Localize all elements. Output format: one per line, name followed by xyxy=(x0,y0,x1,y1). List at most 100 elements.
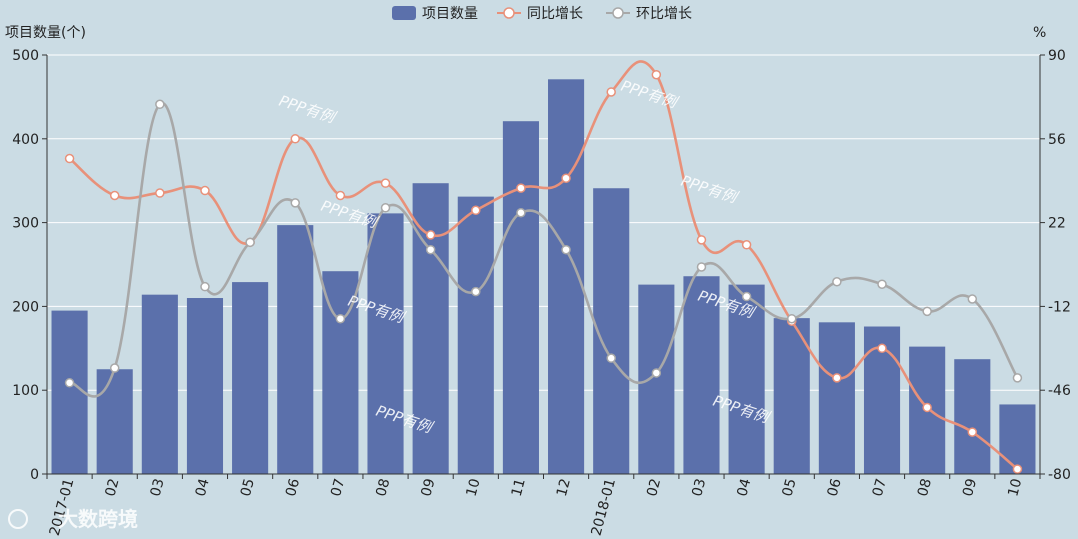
x-tick-label: 03 xyxy=(689,477,709,498)
line-point xyxy=(425,230,436,240)
line-point xyxy=(290,134,300,144)
right-tick-label: -80 xyxy=(1048,467,1071,483)
x-tick-label: 11 xyxy=(509,477,529,498)
line-point xyxy=(922,306,932,317)
left-tick-label: 400 xyxy=(12,132,39,148)
bar xyxy=(51,310,88,474)
line-point xyxy=(335,313,346,324)
x-tick-label: 06 xyxy=(825,477,845,498)
x-tick-label: 06 xyxy=(283,477,303,498)
bar xyxy=(277,225,314,474)
line-point xyxy=(471,205,481,216)
bar xyxy=(502,121,539,475)
legend-label: 项目数量 xyxy=(422,6,478,22)
left-tick-label: 100 xyxy=(12,383,39,399)
x-tick-label: 05 xyxy=(780,477,800,498)
right-tick-label: 22 xyxy=(1048,216,1066,232)
bar xyxy=(683,276,720,474)
line-point xyxy=(606,87,616,97)
x-tick-label: 07 xyxy=(870,477,890,498)
left-tick-label: 0 xyxy=(30,467,39,483)
bar xyxy=(232,282,269,474)
line-point xyxy=(832,277,842,287)
left-tick-label: 500 xyxy=(12,48,39,64)
x-tick-label: 10 xyxy=(1005,477,1025,498)
legend-swatch-point xyxy=(612,7,624,19)
legend-swatch-point xyxy=(503,7,515,19)
bar xyxy=(593,188,630,474)
line-point xyxy=(561,173,571,183)
legend-label: 环比增长 xyxy=(636,6,692,22)
left-tick-label: 300 xyxy=(12,216,39,232)
bar xyxy=(96,369,133,474)
line-point xyxy=(877,343,887,354)
bar xyxy=(141,294,178,474)
line-point xyxy=(155,99,165,110)
bar xyxy=(638,284,675,474)
line-layer xyxy=(64,60,1023,474)
line-point xyxy=(109,363,120,373)
left-tick-label: 200 xyxy=(12,299,39,315)
line-point xyxy=(741,240,752,250)
bar xyxy=(818,322,855,474)
line-point xyxy=(64,153,75,164)
legend-label: 同比增长 xyxy=(527,6,583,22)
x-tick-label: 12 xyxy=(554,477,574,498)
line-point xyxy=(696,235,707,245)
x-tick-label: 07 xyxy=(328,477,348,498)
bar xyxy=(457,196,494,474)
bar xyxy=(954,359,991,474)
legend: 项目数量 同比增长 环比增长 xyxy=(392,6,692,22)
line-point xyxy=(109,190,120,201)
line-point xyxy=(877,279,887,289)
right-axis-title: % xyxy=(1033,25,1046,41)
x-tick-label: 04 xyxy=(193,477,213,498)
line-point xyxy=(290,198,300,208)
line-point xyxy=(200,281,210,292)
legend-swatch-bar xyxy=(392,6,416,20)
left-axis-title: 项目数量(个) xyxy=(5,25,86,41)
line-point xyxy=(696,262,707,272)
logo: 大数跨境 xyxy=(8,507,138,531)
line-point xyxy=(561,244,571,255)
line-point xyxy=(787,313,797,324)
line-point xyxy=(1012,464,1023,474)
x-tick-label: 05 xyxy=(238,477,258,498)
right-tick-label: -46 xyxy=(1048,383,1071,399)
line-point xyxy=(380,203,391,213)
line-point xyxy=(1012,373,1023,383)
bar xyxy=(367,213,404,474)
x-tick-label: 02 xyxy=(102,477,122,498)
line-point xyxy=(245,237,255,248)
x-tick-label: 08 xyxy=(373,477,393,498)
bar xyxy=(999,404,1036,474)
bar xyxy=(186,298,224,474)
line-point xyxy=(741,291,752,302)
x-tick-label: 04 xyxy=(734,477,754,498)
line-point xyxy=(471,286,481,297)
x-tick-label: 03 xyxy=(148,477,168,498)
line-point xyxy=(200,185,210,196)
bar-layer xyxy=(51,79,1036,475)
line-point xyxy=(967,427,978,437)
logo-icon xyxy=(8,509,28,529)
line-point xyxy=(425,244,436,255)
bar xyxy=(773,318,810,474)
x-tick-label: 09 xyxy=(418,477,438,498)
line-point xyxy=(516,207,526,218)
x-tick-label: 09 xyxy=(960,477,980,498)
x-tick-label: 08 xyxy=(915,477,935,498)
right-tick-label: -12 xyxy=(1048,299,1071,315)
bar xyxy=(728,284,765,474)
right-tick-label: 90 xyxy=(1048,48,1066,64)
right-tick-label: 56 xyxy=(1048,132,1066,148)
line-point xyxy=(64,378,75,388)
line-point xyxy=(380,178,391,188)
logo-text: 大数跨境 xyxy=(58,507,138,531)
line-point xyxy=(922,402,932,413)
line-point xyxy=(651,368,662,378)
line-point xyxy=(335,190,346,201)
line-point xyxy=(516,183,526,193)
